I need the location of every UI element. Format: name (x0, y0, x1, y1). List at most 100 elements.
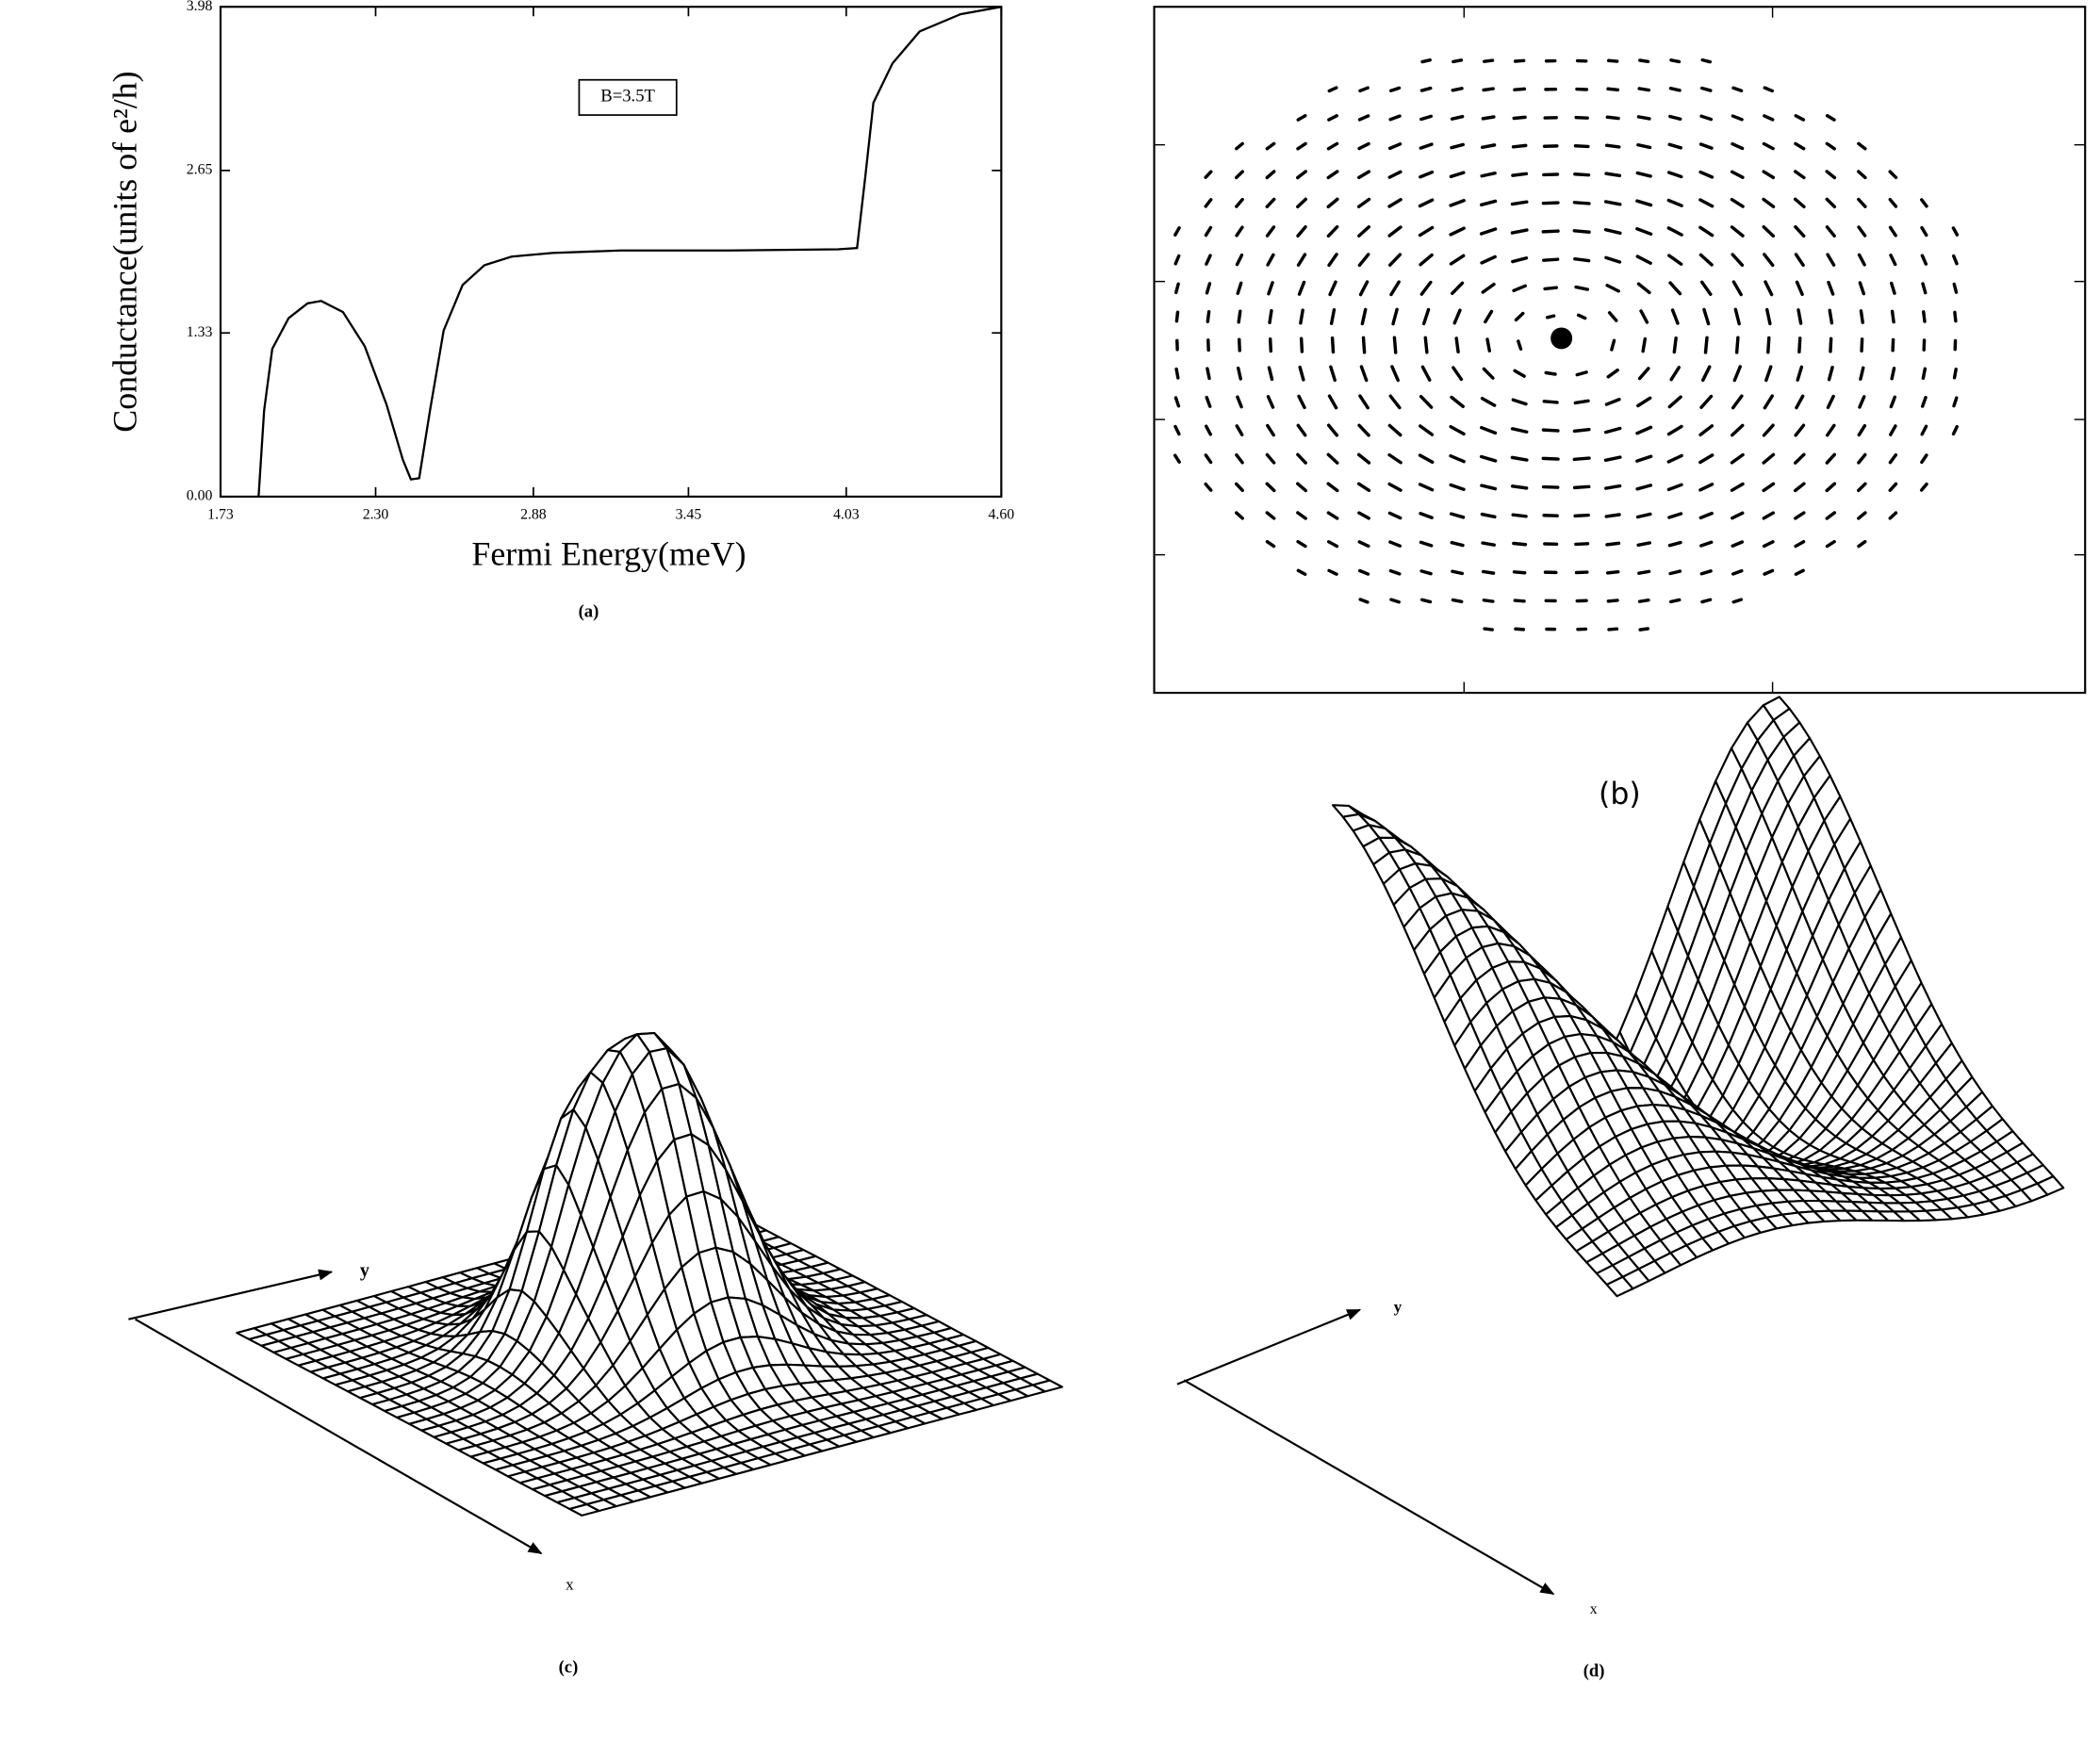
field-arrow (1888, 170, 1898, 180)
field-arrow (1762, 170, 1776, 180)
field-arrow (1857, 170, 1867, 180)
field-arrow (1666, 198, 1683, 207)
field-arrow (1763, 86, 1775, 93)
field-arrow (1603, 227, 1622, 236)
field-arrow (1360, 307, 1368, 326)
field-arrow (1235, 482, 1244, 493)
field-arrow (1449, 254, 1466, 266)
field-arrow (1511, 256, 1529, 264)
field-arrow (1450, 142, 1465, 150)
x-tick-label: 3.45 (676, 507, 702, 523)
panel-label: (d) (1583, 1662, 1605, 1681)
field-arrow (1512, 284, 1527, 293)
field-arrow (1327, 253, 1338, 268)
field-arrow (1204, 482, 1213, 492)
field-arrow (1328, 280, 1337, 297)
field-arrow (1296, 511, 1307, 520)
field-arrow (1358, 598, 1370, 604)
field-arrow (1794, 568, 1805, 576)
field-arrow (1511, 513, 1528, 518)
field-arrow (1730, 452, 1745, 465)
y-tick-label: 3.98 (187, 0, 213, 14)
field-arrow (1762, 224, 1776, 238)
field-arrow (1387, 170, 1403, 179)
field-arrow (1698, 225, 1714, 238)
field-arrow (1825, 452, 1837, 465)
field-arrow (1702, 307, 1711, 326)
field-arrow (1388, 394, 1402, 410)
field-arrow (1420, 365, 1432, 382)
field-arrow (1174, 367, 1180, 380)
field-arrow (1419, 598, 1433, 604)
axis-arrow (135, 1318, 543, 1554)
field-arrow (1667, 512, 1683, 519)
field-arrow (1635, 425, 1653, 435)
field-arrow (1825, 197, 1837, 209)
field-arrow (1510, 427, 1529, 434)
field-arrow (1481, 569, 1496, 575)
field-arrow (1480, 199, 1498, 207)
field-arrow (1265, 225, 1276, 238)
field-arrow (1174, 310, 1180, 323)
y-tick-label: 0.00 (187, 488, 213, 504)
field-arrow (1762, 197, 1776, 209)
field-arrow (1298, 365, 1305, 382)
field-arrow (1204, 225, 1213, 238)
field-arrow (1920, 424, 1928, 436)
field-arrow (1636, 282, 1651, 295)
field-arrow (1795, 394, 1805, 410)
field-arrow (1666, 424, 1683, 436)
field-arrow (1731, 598, 1744, 604)
field-arrow (1604, 172, 1622, 178)
field-arrow (1387, 482, 1403, 492)
field-arrow (1668, 569, 1682, 576)
field-arrow (1541, 456, 1560, 461)
field-arrow (1825, 482, 1837, 493)
panel-label: (a) (579, 602, 599, 622)
field-arrow (1576, 313, 1587, 320)
field-arrow (1480, 396, 1497, 407)
field-arrow (1541, 484, 1560, 489)
x-axis-label: Fermi Energy(meV) (471, 535, 746, 573)
field-arrow (1794, 452, 1806, 465)
field-arrow (1449, 424, 1466, 436)
field-arrow (1635, 227, 1653, 237)
vortex-core (1550, 327, 1573, 350)
field-arrow (1452, 308, 1462, 325)
field-arrow (1825, 114, 1836, 122)
field-arrow (1667, 142, 1683, 150)
field-arrow (1731, 280, 1743, 297)
field-arrow (1794, 224, 1806, 238)
field-arrow (1669, 58, 1682, 64)
field-arrow (1921, 282, 1928, 295)
field-arrow (1389, 598, 1401, 604)
field-arrow (1297, 394, 1306, 410)
surfaces (236, 696, 2065, 1517)
field-arrow (1235, 452, 1244, 465)
field-arrow (1952, 368, 1958, 380)
field-arrow (1356, 482, 1371, 493)
field-arrow (1296, 197, 1307, 209)
field-arrow (1235, 197, 1244, 208)
field-arrow (1604, 513, 1621, 518)
field-arrow (1825, 539, 1836, 549)
field-arrow (1419, 114, 1434, 122)
mesh-cell (1605, 1275, 1634, 1298)
field-arrow (1296, 568, 1307, 576)
field-arrow (1825, 141, 1836, 151)
field-arrow (1326, 423, 1339, 437)
field-arrow (1637, 87, 1650, 92)
field-arrow (1698, 424, 1714, 437)
field-arrow (1635, 484, 1653, 491)
field-arrow (1796, 308, 1803, 325)
field-arrow (1511, 172, 1529, 177)
field-arrow (1235, 253, 1244, 267)
field-arrow (1206, 367, 1211, 381)
field-arrow (1605, 115, 1620, 121)
field-arrow (1699, 280, 1713, 296)
field-arrow (1419, 540, 1434, 548)
field-arrow (1731, 141, 1745, 151)
field-arrow (1826, 394, 1835, 409)
field-arrow (1297, 280, 1306, 296)
